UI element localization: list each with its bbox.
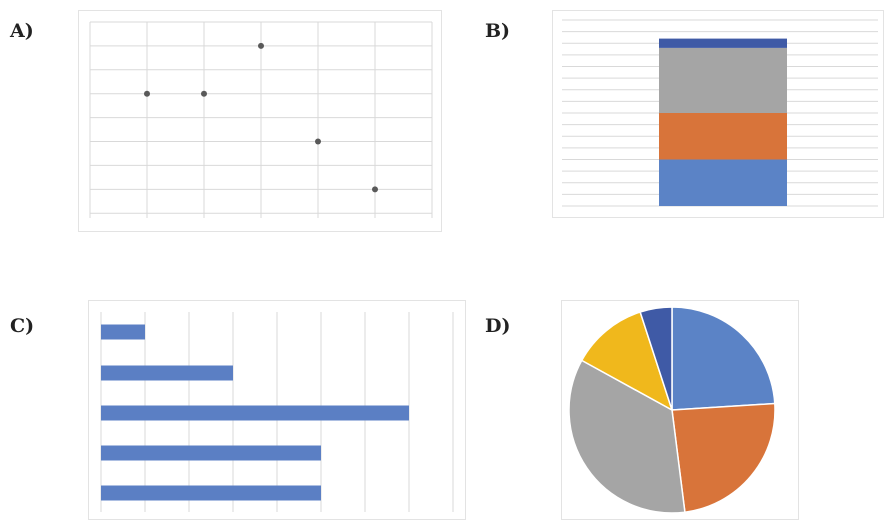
panel-label-c: C) bbox=[10, 315, 35, 337]
b-stacked-segment bbox=[659, 47, 787, 113]
c-bar bbox=[101, 405, 409, 421]
b-stacked-segment bbox=[659, 38, 787, 48]
b-stacked-segment bbox=[659, 113, 787, 160]
d-pie-slice bbox=[671, 402, 776, 514]
b-stacked-segment bbox=[659, 159, 787, 206]
d-pie-slice bbox=[580, 311, 674, 412]
c-bar bbox=[101, 445, 321, 461]
c-bar bbox=[101, 485, 321, 501]
c-bar bbox=[101, 365, 233, 381]
a-scatter-point bbox=[315, 138, 321, 145]
panel-label-d: D) bbox=[485, 315, 511, 337]
c-bar bbox=[101, 324, 145, 340]
a-scatter-point bbox=[144, 90, 150, 97]
panel-label-a: A) bbox=[10, 20, 34, 42]
a-scatter-point bbox=[201, 90, 207, 97]
d-pie-slice bbox=[671, 306, 776, 411]
d-pie-slice bbox=[568, 359, 686, 514]
a-scatter-point bbox=[372, 186, 378, 193]
a-scatter-point bbox=[258, 42, 264, 49]
d-pie-slice bbox=[639, 306, 673, 411]
panel-label-b: B) bbox=[485, 20, 511, 42]
